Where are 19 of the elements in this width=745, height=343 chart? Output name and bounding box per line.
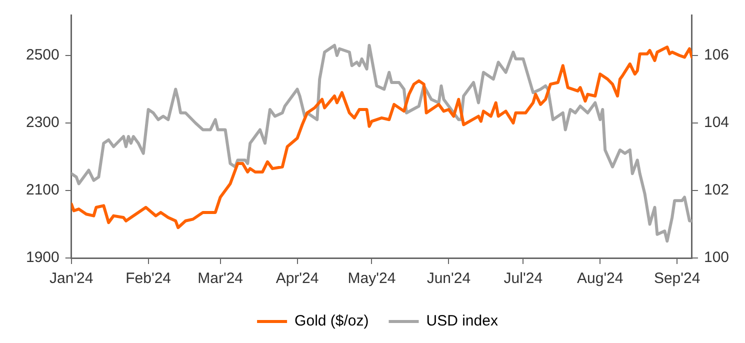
y-tick-label: 2500 (26, 46, 60, 64)
x-tick-label: Aug'24 (577, 270, 624, 288)
legend-label: Gold ($/oz) (294, 312, 369, 330)
x-tick-label: Jul'24 (504, 270, 543, 288)
x-tick-label: Apr'24 (276, 270, 319, 288)
y-tick-label: 2100 (26, 182, 60, 199)
x-tick-label: Feb'24 (126, 270, 172, 288)
x-tick-label: Mar'24 (198, 270, 244, 288)
x-tick-label: Jan'24 (50, 270, 94, 288)
y-tick-label: 2300 (26, 114, 60, 132)
x-tick-label: May'24 (348, 270, 396, 288)
y2-tick-label: 100 (704, 249, 730, 266)
y2-tick-label: 104 (704, 114, 730, 132)
y2-tick-label: 102 (704, 182, 730, 199)
legend-label: USD index (426, 312, 498, 330)
y-tick-label: 1900 (26, 249, 60, 266)
x-tick-label: Jun'24 (426, 270, 471, 288)
y2-tick-label: 106 (704, 46, 730, 64)
x-tick-label: Sep'24 (654, 270, 700, 288)
